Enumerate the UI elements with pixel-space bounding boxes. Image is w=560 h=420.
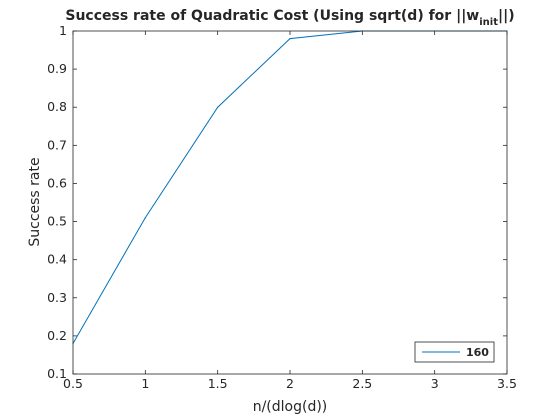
legend-label: 160 <box>466 346 489 359</box>
data-point <box>217 106 219 108</box>
y-tick-label: 0.4 <box>47 252 67 267</box>
chart-title: Success rate of Quadratic Cost (Using sq… <box>65 8 514 28</box>
y-tick-label: 0.7 <box>47 137 67 152</box>
plot-area-background <box>73 31 507 374</box>
x-tick-label: 0.5 <box>63 376 83 391</box>
y-tick-label: 0.2 <box>47 328 67 343</box>
chart-title-subscript: init <box>479 17 498 28</box>
legend: 160 <box>414 341 495 363</box>
data-point <box>144 217 146 219</box>
x-tick-label: 3 <box>431 376 439 391</box>
x-tick-label: 2.5 <box>352 376 372 391</box>
x-tick-label: 1 <box>141 376 149 391</box>
plot-area-frame <box>72 30 508 375</box>
x-axis-label: n/(dlog(d)) <box>253 399 328 415</box>
y-tick-label: 0.1 <box>47 366 67 381</box>
y-tick-label: 0.3 <box>47 290 67 305</box>
y-tick-label: 1 <box>59 23 67 38</box>
data-point <box>289 38 291 40</box>
y-tick-label: 0.9 <box>47 61 67 76</box>
chart-title-end: ||) <box>498 8 515 24</box>
y-tick-label: 0.8 <box>47 99 67 114</box>
axis-tick-labels: 0.5 1 1.5 2 2.5 3 3.5 0.1 0.2 0.3 0.4 0.5 0.6 0.7 0.8 0… <box>47 23 517 391</box>
x-tick-label: 1.5 <box>208 376 228 391</box>
y-axis-label: Success rate <box>27 157 43 246</box>
y-tick-label: 0.6 <box>47 175 67 190</box>
y-tick-label: 0.5 <box>47 214 67 229</box>
x-tick-label: 2 <box>286 376 294 391</box>
chart-title-main: Success rate of Quadratic Cost (Using sq… <box>65 8 479 24</box>
x-tick-label: 3.5 <box>497 376 517 391</box>
